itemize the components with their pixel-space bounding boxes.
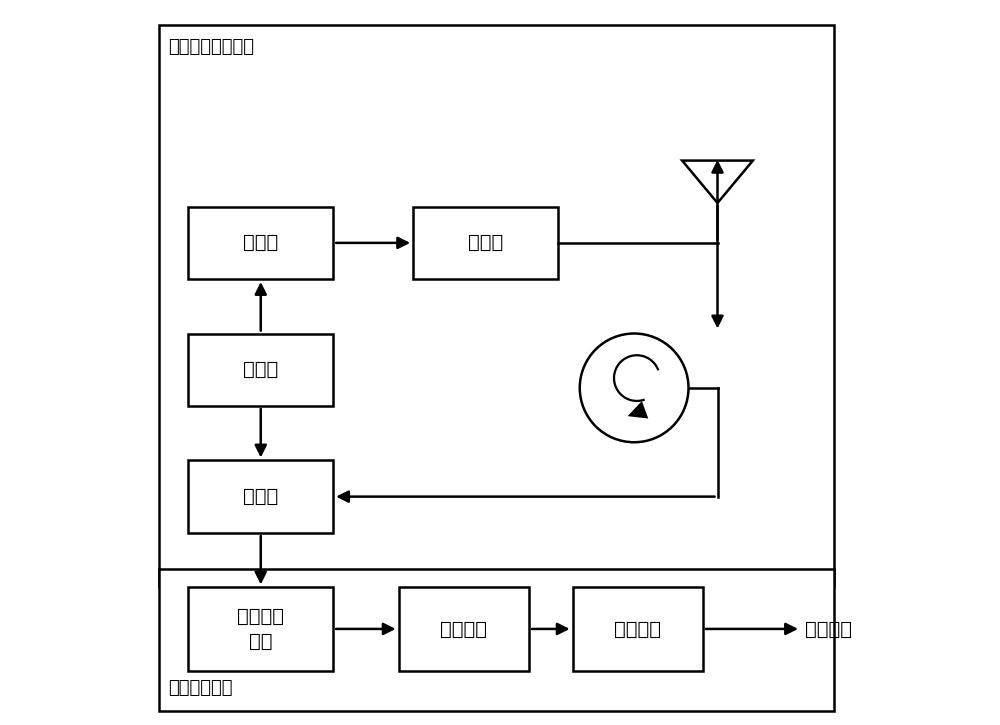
Text: 数据处理单元: 数据处理单元 (168, 679, 232, 697)
Bar (188, 334, 333, 406)
Text: 波形重组: 波形重组 (440, 619, 487, 639)
Text: 接收机: 接收机 (243, 487, 278, 506)
Text: 频率源: 频率源 (243, 360, 278, 379)
Polygon shape (628, 401, 648, 418)
Bar (413, 207, 558, 279)
Bar (159, 569, 834, 710)
Bar (188, 587, 333, 671)
Text: 高速数据
采集: 高速数据 采集 (237, 607, 284, 651)
Bar (188, 207, 333, 279)
Bar (159, 25, 834, 587)
Text: 激励器: 激励器 (243, 233, 278, 252)
Bar (188, 460, 333, 533)
Text: 成像处理: 成像处理 (614, 619, 661, 639)
Bar (398, 587, 529, 671)
Text: 发射机: 发射机 (468, 233, 503, 252)
Bar (572, 587, 703, 671)
Text: 雷达图像: 雷达图像 (804, 619, 852, 639)
Text: 雷达综合电子单元: 雷达综合电子单元 (168, 38, 254, 57)
